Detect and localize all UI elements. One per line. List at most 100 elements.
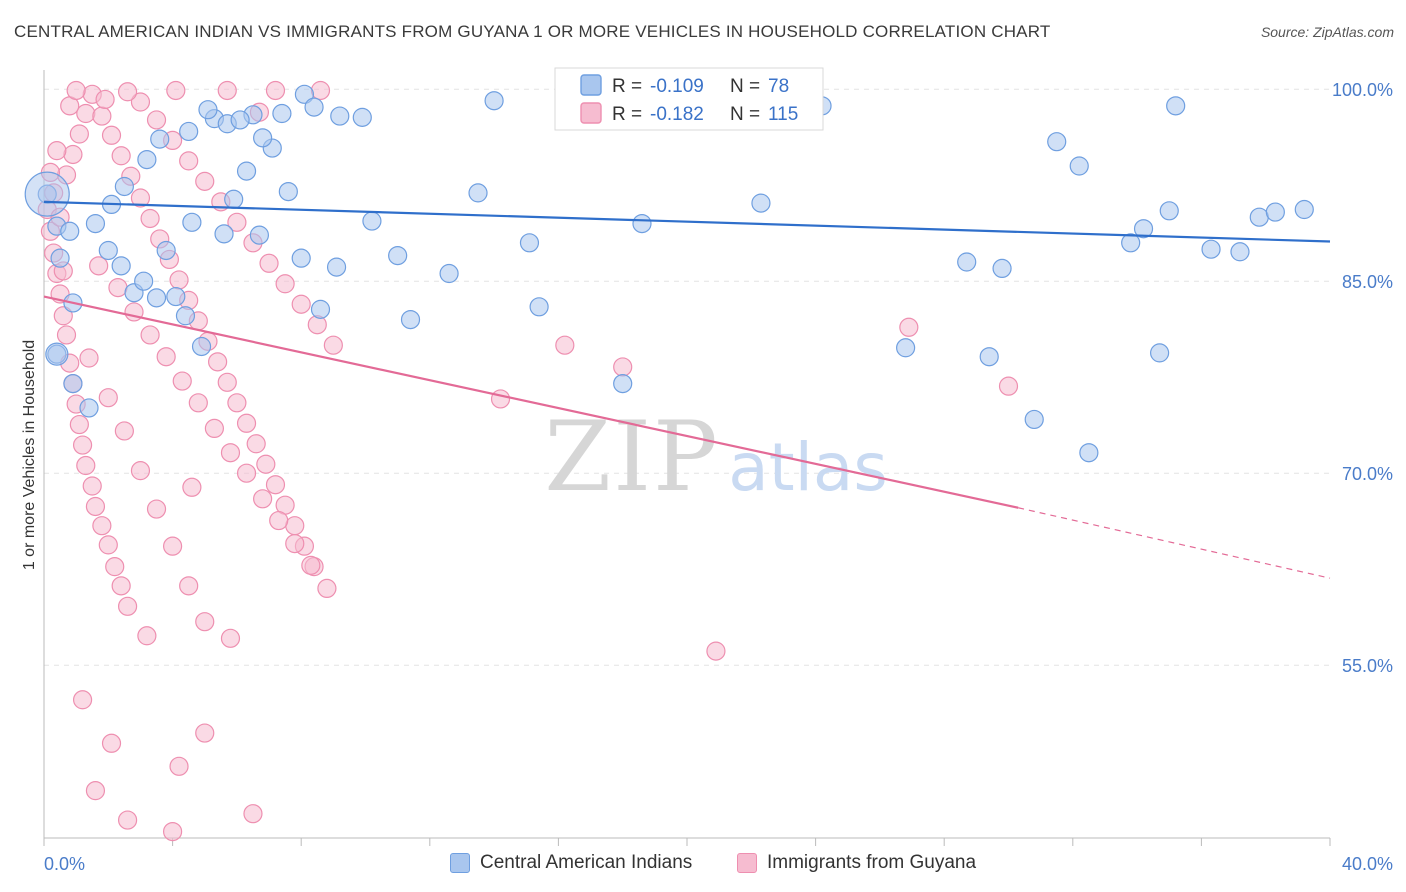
point-guyana <box>195 171 215 191</box>
point-central-american-indian <box>146 288 167 308</box>
point-guyana <box>105 557 125 577</box>
point-guyana <box>169 756 189 776</box>
point-guyana <box>101 733 122 753</box>
point-central-american-indian <box>291 248 311 268</box>
point-guyana <box>291 294 311 314</box>
y-tick-label: 70.0% <box>1342 464 1393 484</box>
stats-r-value: -0.182 <box>650 104 704 125</box>
point-guyana <box>236 463 257 483</box>
point-central-american-indian <box>85 214 106 234</box>
point-central-american-indian <box>484 91 504 111</box>
point-central-american-indian <box>1201 239 1221 259</box>
point-central-american-indian <box>230 110 250 130</box>
point-guyana <box>301 555 321 575</box>
point-guyana <box>76 455 96 476</box>
point-central-american-indian <box>294 84 315 104</box>
point-central-american-indian <box>182 212 202 232</box>
trend-line-pink-extension <box>1018 507 1331 579</box>
stats-n-label: N = <box>730 76 760 97</box>
point-guyana <box>998 376 1019 396</box>
point-central-american-indian <box>1069 156 1089 176</box>
point-guyana <box>195 612 215 632</box>
point-central-american-indian <box>519 233 540 253</box>
legend-label-central-american-indians: Central American Indians <box>480 852 693 873</box>
point-central-american-indian <box>751 193 771 213</box>
point-central-american-indian <box>979 347 999 367</box>
point-guyana <box>66 80 86 101</box>
point-central-american-indian <box>278 182 298 202</box>
point-guyana <box>89 256 109 276</box>
point-guyana <box>53 306 73 326</box>
point-guyana <box>227 393 247 413</box>
stats-n-value: 115 <box>768 104 798 125</box>
point-guyana <box>265 80 286 101</box>
point-guyana <box>130 461 151 481</box>
point-guyana <box>108 278 128 298</box>
point-guyana <box>253 489 273 509</box>
point-central-american-indian <box>304 97 324 117</box>
legend-swatch-blue <box>450 853 470 873</box>
gridlines <box>44 88 1330 666</box>
legend-item-immigrants-from-guyana[interactable]: Immigrants from Guyana <box>737 852 976 874</box>
point-guyana <box>256 454 276 474</box>
point-guyana <box>323 335 343 355</box>
point-central-american-indian <box>224 189 244 209</box>
point-guyana <box>85 496 106 517</box>
point-central-american-indian <box>272 103 292 124</box>
point-central-american-indian <box>1265 202 1285 222</box>
chart-source: Source: ZipAtlas.com <box>1260 24 1394 40</box>
point-guyana <box>146 110 167 130</box>
point-central-american-indian <box>1249 207 1269 227</box>
point-guyana <box>47 141 67 161</box>
point-guyana <box>236 413 257 433</box>
watermark-atlas: atlas <box>728 429 888 506</box>
legend-swatch-pink <box>737 853 757 873</box>
point-guyana <box>85 781 106 801</box>
point-central-american-indian <box>150 129 170 149</box>
stats-swatch <box>580 102 602 124</box>
watermark-zip: ZIP <box>544 401 719 513</box>
point-guyana <box>220 628 241 648</box>
point-guyana <box>208 352 228 372</box>
point-guyana <box>72 435 93 455</box>
point-guyana <box>63 144 83 165</box>
point-guyana <box>310 80 331 101</box>
point-central-american-indian <box>1150 343 1170 363</box>
point-guyana <box>92 516 112 536</box>
point-guyana <box>227 212 247 232</box>
point-guyana <box>275 274 295 294</box>
point-guyana <box>69 414 89 435</box>
point-guyana <box>72 690 93 710</box>
point-central-american-indian <box>1294 199 1314 220</box>
point-central-american-indian <box>1121 233 1141 253</box>
point-central-american-indian <box>63 374 83 394</box>
point-guyana <box>899 317 919 337</box>
stats-legend: R = -0.109 N = 78 R = -0.182 N = 115 <box>554 67 824 131</box>
point-central-american-indian <box>114 176 134 197</box>
point-central-american-indian <box>362 211 382 231</box>
trend-line-blue <box>43 200 1331 243</box>
point-guyana <box>98 388 118 408</box>
point-guyana <box>269 510 289 531</box>
y-tick-label: 85.0% <box>1342 272 1393 292</box>
point-guyana <box>243 804 263 824</box>
y-tick-label: 100.0% <box>1332 80 1393 100</box>
point-guyana <box>246 434 266 454</box>
point-central-american-indian <box>439 263 459 284</box>
point-guyana <box>179 151 199 171</box>
point-guyana <box>95 89 115 110</box>
point-guyana <box>555 335 575 355</box>
point-central-american-indian <box>166 286 186 307</box>
point-guyana <box>101 125 122 145</box>
legend-item-central-american-indians[interactable]: Central American Indians <box>450 852 692 874</box>
trend-lines <box>43 200 1331 579</box>
point-central-american-indian <box>134 271 154 291</box>
point-guyana <box>188 393 208 413</box>
point-central-american-indian <box>632 214 652 234</box>
stats-r-label: R = <box>612 104 642 125</box>
y-axis-label: 1 or more Vehicles in Household <box>21 340 38 570</box>
point-central-american-indian <box>1166 96 1186 116</box>
point-guyana <box>79 348 99 368</box>
point-guyana <box>259 253 279 273</box>
point-guyana <box>166 80 186 101</box>
